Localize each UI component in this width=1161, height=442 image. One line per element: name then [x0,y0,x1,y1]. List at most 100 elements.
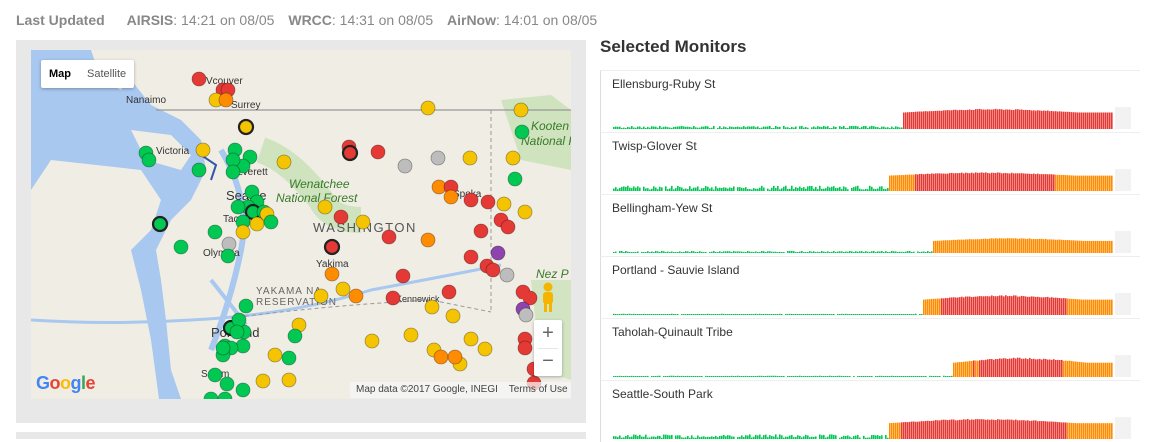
monitor-marker-moderate[interactable] [249,216,265,232]
monitor-marker-good[interactable] [514,124,530,140]
monitor-marker-good[interactable] [151,215,169,233]
monitor-marker-moderate[interactable] [237,118,255,136]
monitor-marker-moderate[interactable] [477,341,493,357]
monitor-marker-moderate[interactable] [195,142,211,158]
monitor-marker-good[interactable] [225,164,241,180]
terms-of-use-link[interactable]: Terms of Use [508,384,568,395]
monitor-marker-good[interactable] [219,376,235,392]
monitor-markers[interactable] [138,71,542,399]
map-canvas[interactable]: Vcouver Surrey Nanaimo Victoria Everett … [31,50,571,399]
monitor-marker-good[interactable] [507,171,523,187]
monitor-row[interactable]: Taholah-Quinault Tribe [600,318,1140,380]
monitor-marker-unhealthy[interactable] [463,192,479,208]
monitor-marker-unhealthy[interactable] [480,194,496,210]
monitor-marker-good[interactable] [263,214,279,230]
monitor-marker-usg[interactable] [348,288,364,304]
monitor-marker-good[interactable] [207,224,223,240]
monitor-marker-triangle[interactable] [519,286,533,299]
monitor-name[interactable]: Bellingham-Yew St [612,201,713,215]
monitor-marker-moderate[interactable] [355,214,371,230]
monitor-marker-good[interactable] [220,248,236,264]
monitor-marker-unhealthy[interactable] [500,219,516,235]
monitor-marker-usg[interactable] [420,232,436,248]
monitor-name[interactable]: Twisp-Glover St [612,139,697,153]
monitor-marker-unhealthy[interactable] [473,223,489,239]
monitor-marker-good[interactable] [215,340,231,356]
monitor-marker-unhealthy[interactable] [485,262,501,278]
monitor-marker-moderate[interactable] [420,100,436,116]
monitor-marker-good[interactable] [217,391,233,399]
monitor-marker-moderate[interactable] [463,331,479,347]
monitor-marker-offline[interactable] [397,158,413,174]
monitor-marker-moderate[interactable] [317,199,333,215]
monitor-marker-moderate[interactable] [281,372,297,388]
monitor-marker-usg[interactable] [218,92,234,108]
monitor-marker-usg[interactable] [447,349,463,365]
monitor-marker-good[interactable] [287,328,303,344]
street-view-pegman-icon[interactable] [536,280,560,314]
monitor-marker-moderate[interactable] [235,224,251,240]
monitor-marker-unhealthy[interactable] [517,340,533,356]
monitor-marker-moderate[interactable] [445,308,461,324]
monitor-marker-unhealthy[interactable] [191,71,207,87]
monitor-marker-good[interactable] [238,298,254,314]
monitor-marker-offline[interactable] [518,307,534,323]
monitor-marker-good[interactable] [229,324,245,340]
monitor-marker-good[interactable] [235,382,251,398]
monitor-row[interactable]: Portland - Sauvie Island [600,256,1140,318]
map-type-control[interactable]: Map Satellite [41,60,135,88]
monitor-marker-moderate[interactable] [364,333,380,349]
monitor-marker-moderate[interactable] [276,154,292,170]
zoom-control[interactable]: + − [534,320,562,376]
monitor-marker-good[interactable] [203,391,219,399]
monitor-marker-offline[interactable] [499,267,515,283]
monitor-row[interactable]: Ellensburg-Ruby St [600,70,1140,132]
monitor-marker-unhealthy[interactable] [381,229,397,245]
monitor-marker-moderate[interactable] [424,299,440,315]
monitor-name[interactable]: Portland - Sauvie Island [612,263,740,277]
monitor-marker-moderate[interactable] [267,347,283,363]
monitor-marker-moderate[interactable] [513,102,529,118]
monitor-map[interactable]: Vcouver Surrey Nanaimo Victoria Everett … [31,50,571,399]
map-type-map-button[interactable]: Map [49,68,71,80]
monitor-marker-unhealthy[interactable] [385,290,401,306]
monitor-marker-good[interactable] [230,199,246,215]
monitor-marker-moderate[interactable] [335,281,351,297]
monitor-marker-unhealthy[interactable] [463,249,479,265]
monitor-marker-moderate[interactable] [496,196,512,212]
monitor-row[interactable]: Seattle-South Park [600,380,1140,442]
monitor-name[interactable]: Seattle-South Park [612,387,713,401]
monitor-marker-moderate[interactable] [313,288,329,304]
monitor-marker-good[interactable] [207,367,223,383]
monitor-marker-unhealthy[interactable] [341,144,359,162]
monitor-marker-good[interactable] [191,162,207,178]
monitor-marker-unhealthy[interactable] [333,209,349,225]
zoom-in-button[interactable]: + [542,322,554,344]
monitor-row[interactable]: Bellingham-Yew St [600,194,1140,256]
map-type-satellite-button[interactable]: Satellite [87,68,127,80]
sparkline-bar [969,419,971,439]
monitor-marker-good[interactable] [173,239,189,255]
monitor-marker-usg[interactable] [443,189,459,205]
monitor-marker-good[interactable] [141,152,157,168]
google-logo[interactable]: Google [36,373,96,393]
monitor-marker-unhealthy[interactable] [370,144,386,160]
monitor-marker-unhealthy[interactable] [441,284,457,300]
monitor-marker-moderate[interactable] [403,327,419,343]
monitor-marker-moderate[interactable] [505,150,521,166]
monitor-name[interactable]: Ellensburg-Ruby St [612,77,716,91]
monitor-marker-unhealthy[interactable] [395,268,411,284]
zoom-out-button[interactable]: − [542,350,554,372]
monitor-row[interactable]: Twisp-Glover St [600,132,1140,194]
monitor-marker-moderate[interactable] [255,373,271,389]
monitor-marker-unhealthy[interactable] [323,238,341,256]
monitor-name[interactable]: Taholah-Quinault Tribe [612,325,733,339]
monitor-marker-moderate[interactable] [462,150,478,166]
monitor-marker-good[interactable] [281,350,297,366]
monitor-marker-usg[interactable] [433,349,449,365]
monitor-marker-usg[interactable] [324,266,340,282]
monitor-marker-moderate[interactable] [517,204,533,220]
monitor-marker-very-unhealthy[interactable] [490,245,506,261]
sparkline-bar [805,126,807,129]
monitor-marker-offline[interactable] [430,150,446,166]
